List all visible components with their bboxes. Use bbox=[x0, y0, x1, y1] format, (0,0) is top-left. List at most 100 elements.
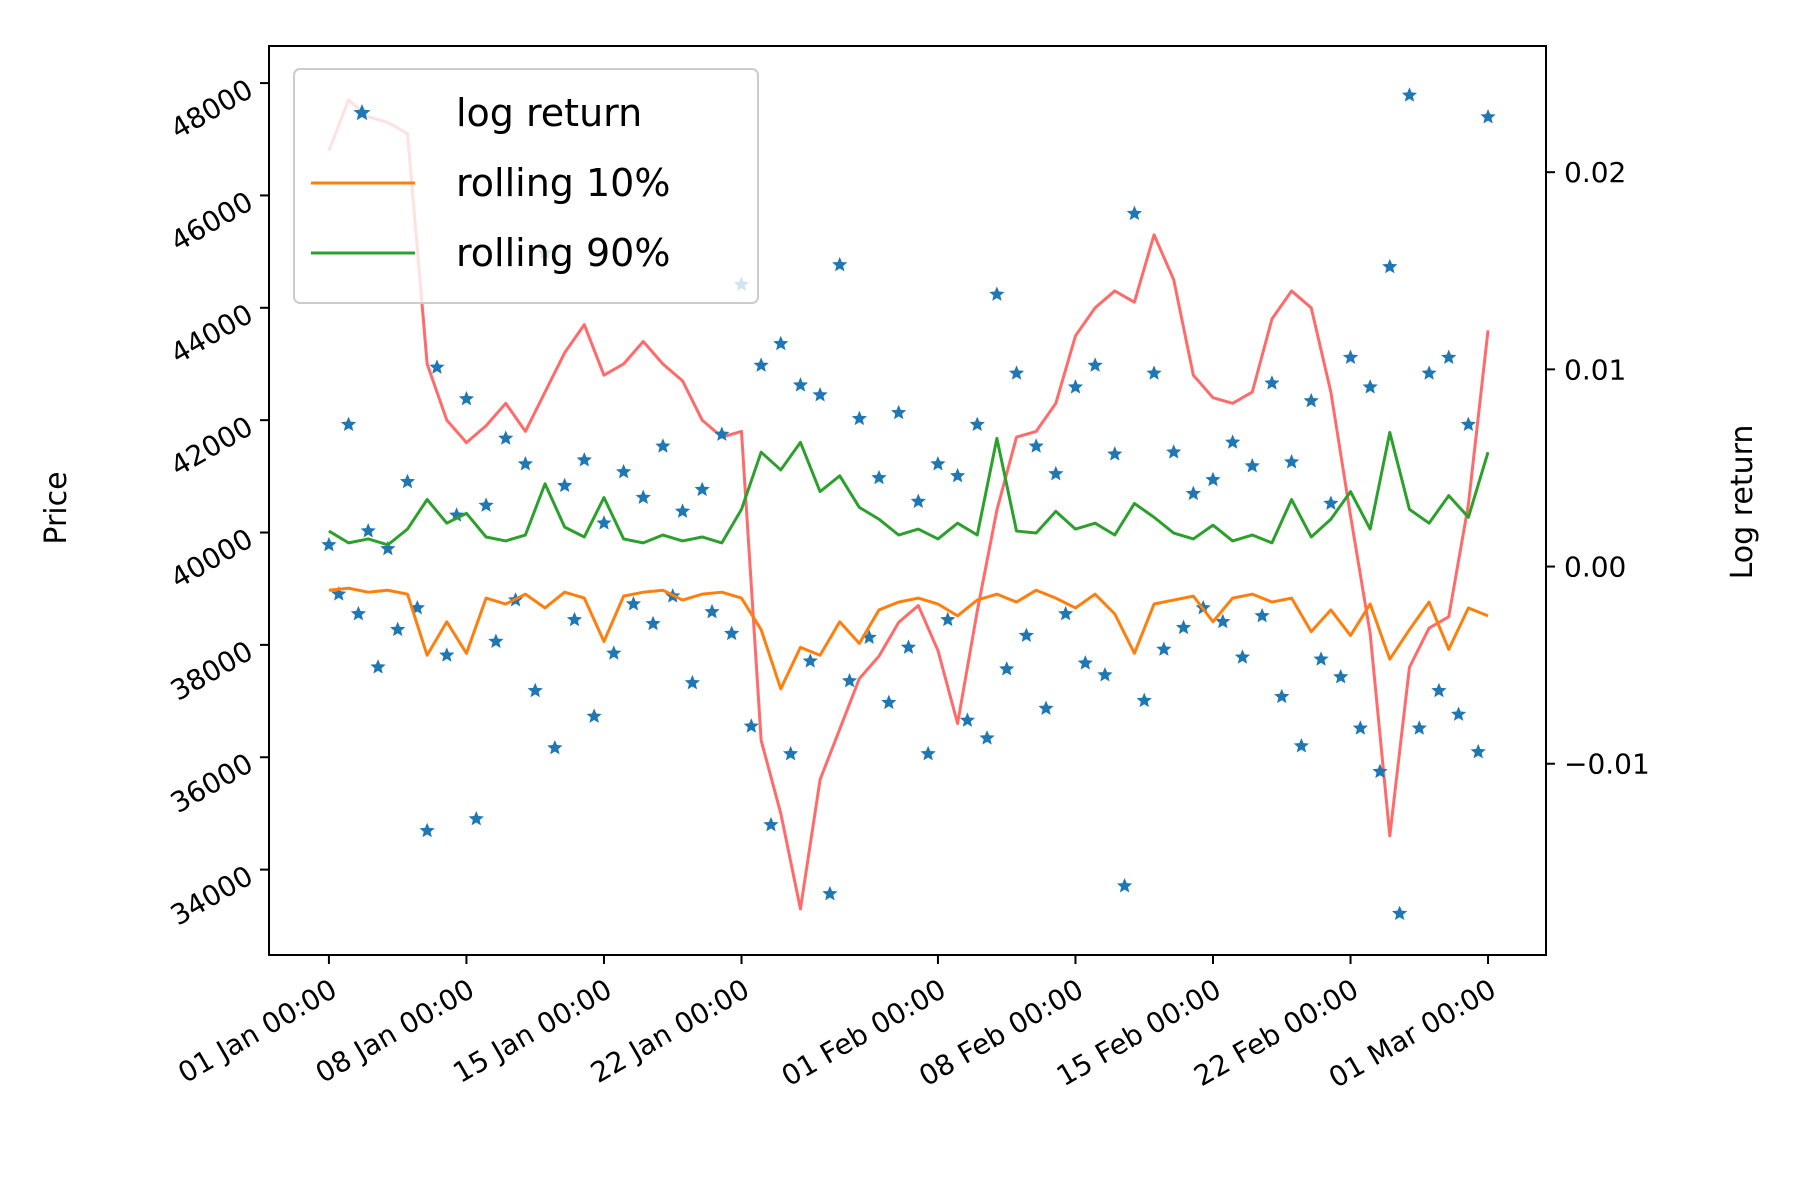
scatter-point bbox=[1018, 627, 1034, 643]
scatter-point bbox=[370, 659, 386, 674]
scatter-point bbox=[360, 523, 376, 538]
scatter-point bbox=[458, 390, 475, 406]
scatter-point bbox=[1264, 375, 1280, 390]
scatter-point bbox=[1116, 877, 1133, 893]
scatter-point bbox=[449, 507, 465, 522]
scatter-point bbox=[1401, 87, 1418, 102]
scatter-point bbox=[841, 672, 858, 688]
scatter-point bbox=[576, 452, 592, 467]
series-line bbox=[327, 98, 1490, 911]
scatter-point bbox=[468, 810, 484, 826]
scatter-point bbox=[635, 489, 651, 505]
scatter-point bbox=[1048, 465, 1064, 481]
scatter-point bbox=[1450, 706, 1467, 721]
scatter-point bbox=[714, 426, 730, 441]
scatter-point bbox=[625, 596, 642, 611]
scatter-point bbox=[920, 745, 936, 761]
scatter-point bbox=[773, 335, 789, 351]
scatter-point bbox=[1215, 613, 1231, 629]
scatter-point bbox=[1480, 108, 1496, 124]
scatter-point bbox=[724, 625, 740, 641]
scatter-point bbox=[802, 653, 818, 668]
scatter-point bbox=[1352, 720, 1368, 735]
scatter-point bbox=[1342, 349, 1359, 365]
scatter-point bbox=[655, 438, 671, 453]
scatter-point bbox=[419, 822, 435, 838]
scatter-point bbox=[1126, 205, 1143, 221]
scatter-point bbox=[694, 481, 710, 497]
legend-label: log return bbox=[456, 91, 642, 135]
scatter-point bbox=[1411, 720, 1427, 735]
scatter-point bbox=[547, 739, 563, 755]
scatter-point bbox=[949, 467, 966, 483]
scatter-point bbox=[380, 540, 396, 556]
scatter-point bbox=[753, 357, 769, 372]
scatter-point bbox=[1107, 446, 1123, 461]
legend-label: rolling 90% bbox=[456, 231, 670, 275]
scatter-point bbox=[586, 708, 602, 723]
series-line bbox=[328, 586, 1489, 691]
scatter-point bbox=[596, 515, 612, 530]
scatter-point bbox=[783, 745, 799, 761]
scatter-point bbox=[1441, 349, 1457, 365]
scatter-point bbox=[999, 661, 1015, 676]
scatter-point bbox=[1313, 651, 1329, 666]
scatter-point bbox=[1460, 416, 1477, 432]
scatter-point bbox=[439, 647, 455, 662]
scatter-point bbox=[390, 621, 406, 637]
scatter-point bbox=[940, 611, 956, 627]
legend: log return rolling 10% rolling 90% bbox=[293, 68, 759, 304]
scatter-point bbox=[1058, 605, 1074, 621]
legend-marker bbox=[353, 104, 371, 121]
scatter-point bbox=[1136, 692, 1152, 708]
scatter-point bbox=[645, 615, 661, 631]
scatter-point bbox=[1244, 457, 1260, 473]
scatter-point bbox=[979, 730, 995, 745]
scatter-point bbox=[871, 469, 887, 485]
scatter-point bbox=[1372, 763, 1388, 779]
scatter-point bbox=[1234, 649, 1251, 664]
scatter-point bbox=[1175, 619, 1192, 635]
scatter-point bbox=[674, 503, 691, 518]
scatter-point bbox=[478, 497, 494, 512]
scatter-point bbox=[684, 674, 700, 690]
scatter-point bbox=[1156, 641, 1172, 656]
scatter-point bbox=[969, 416, 985, 432]
scatter-point bbox=[1146, 365, 1162, 380]
scatter-point bbox=[763, 816, 779, 832]
legend-box bbox=[293, 68, 759, 304]
scatter-point bbox=[891, 404, 907, 420]
scatter-point bbox=[340, 416, 357, 432]
scatter-point bbox=[557, 477, 573, 493]
scatter-point bbox=[910, 493, 926, 508]
scatter-point bbox=[517, 456, 533, 471]
scatter-point bbox=[792, 377, 809, 392]
scatter-point bbox=[1303, 392, 1319, 408]
scatter-point bbox=[606, 645, 622, 660]
axes-frame bbox=[268, 45, 1547, 956]
scatter-point bbox=[1421, 365, 1437, 380]
scatter-point bbox=[566, 611, 583, 627]
scatter-point bbox=[1008, 365, 1025, 380]
y2-tick-label: −0.01 bbox=[1564, 748, 1650, 781]
y2-tick-label: 0.00 bbox=[1564, 551, 1626, 584]
y2-tick-label: 0.02 bbox=[1564, 156, 1626, 189]
scatter-point bbox=[1185, 485, 1201, 501]
scatter-point bbox=[822, 885, 838, 901]
scatter-point bbox=[1362, 379, 1378, 394]
scatter-point bbox=[900, 639, 917, 654]
y2-axis-label: Log return bbox=[1725, 425, 1760, 580]
y2-tick-label: 0.01 bbox=[1564, 353, 1626, 386]
scatter-point bbox=[1470, 743, 1486, 759]
scatter-point bbox=[989, 286, 1005, 301]
scatter-point bbox=[498, 430, 514, 445]
scatter-point bbox=[930, 456, 946, 471]
scatter-point bbox=[1382, 258, 1398, 274]
plot-area bbox=[321, 87, 1496, 921]
legend-label: rolling 10% bbox=[456, 161, 670, 205]
scatter-point bbox=[1283, 454, 1300, 469]
scatter-point bbox=[616, 463, 632, 479]
scatter-point bbox=[1038, 700, 1054, 715]
